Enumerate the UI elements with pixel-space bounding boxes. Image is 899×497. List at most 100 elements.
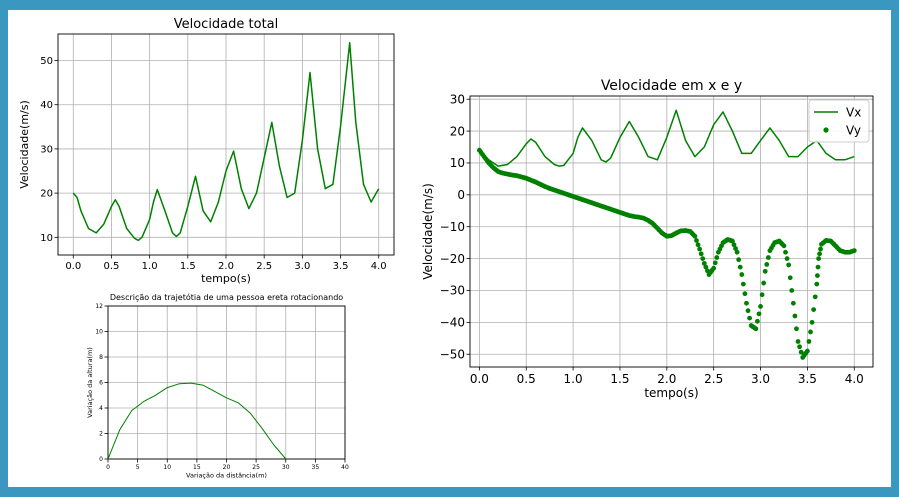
vy-point: [731, 242, 737, 248]
vy-point: [765, 255, 771, 260]
y-tick-label: 6: [99, 380, 103, 387]
vy-point: [698, 251, 704, 257]
vy-point: [804, 348, 810, 354]
axes-frame: [57, 33, 395, 256]
vy-point: [753, 326, 759, 332]
vy-point: [747, 315, 753, 321]
legend-label-vx: Vx: [846, 106, 861, 120]
x-axis-label: tempo(s): [201, 272, 251, 285]
axes-frame: [107, 305, 346, 460]
vy-point: [737, 264, 743, 270]
vy-point: [740, 281, 746, 287]
chart-3: 0.0 0.5 1.0 1.5 2.0 2.5 3.0 3.5 4.0 30 20 10 0 −10 −20…: [421, 78, 874, 400]
vy-point: [789, 288, 795, 293]
legend-label-vy: Vy: [846, 124, 861, 138]
figure-canvas: 0.0 0.5 1.0 1.5 2.0 2.5 3.0 3.5 4.0 10 20 30 40 50 Vel…: [8, 10, 891, 487]
vy-point: [714, 255, 720, 260]
vy-point: [712, 260, 718, 266]
x-tick-label: 2.5: [704, 372, 723, 386]
x-tick-label: 2.5: [256, 261, 272, 272]
x-tick-label: 3.5: [798, 372, 817, 386]
vy-point: [792, 313, 798, 319]
vy-point: [744, 300, 749, 306]
y-axis-label: Velocidade(m/s): [18, 100, 31, 189]
chart-title: Velocidade em x e y: [601, 78, 742, 94]
vy-point: [761, 280, 767, 286]
y-tick-label: −20: [440, 252, 465, 266]
vy-point: [784, 256, 790, 261]
x-tick-label: 1.5: [610, 372, 629, 386]
y-tick-label: 10: [40, 233, 53, 244]
vy-point: [818, 246, 823, 252]
vy-point: [730, 238, 735, 244]
x-tick-label: 0.5: [517, 372, 536, 386]
x-tick-label: 10: [163, 464, 171, 471]
chart-2: 0 5 10 15 20 25 30 35 40 0 2 4 6 8 10 12 Descrição da tr…: [86, 292, 349, 480]
chart-title: Velocidade total: [174, 17, 279, 32]
x-tick-label: 0.0: [65, 261, 81, 272]
y-tick-label: 12: [95, 303, 103, 310]
x-tick-label: 1.0: [142, 261, 158, 272]
chart-1: 0.0 0.5 1.0 1.5 2.0 2.5 3.0 3.5 4.0 10 20 30 40 50 Vel…: [18, 17, 395, 285]
y-axis-label: Velocidade(m/s): [421, 183, 435, 280]
vy-point: [798, 349, 804, 355]
y-tick-label: 20: [450, 124, 465, 138]
y-tick-label: 2: [99, 431, 103, 438]
y-tick-label: 0: [457, 188, 465, 202]
y-tick-label: 30: [450, 92, 465, 106]
y-tick-label: 8: [99, 354, 103, 361]
vy-point: [759, 292, 765, 298]
vy-point: [790, 300, 796, 306]
x-tick-label: 0.5: [104, 261, 120, 272]
vy-point: [762, 268, 768, 274]
vy-point: [787, 275, 793, 281]
legend: Vx Vy: [808, 99, 870, 143]
y-tick-label: 20: [40, 189, 53, 200]
vy-point: [694, 238, 699, 243]
x-tick-label: 40: [341, 464, 349, 471]
x-axis-label: Variação da distância(m): [186, 472, 267, 480]
figure-svg: 0.0 0.5 1.0 1.5 2.0 2.5 3.0 3.5 4.01020304050Vel…: [18, 17, 874, 480]
x-tick-label: 1.0: [564, 372, 583, 386]
vy-point: [794, 326, 799, 332]
x-tick-label: 15: [193, 464, 201, 471]
y-tick-label: 4: [99, 405, 103, 412]
vy-point: [701, 260, 707, 266]
vy-point: [764, 262, 770, 267]
series-line: [72, 42, 380, 242]
x-tick-label: 3.0: [751, 372, 770, 386]
vy-point: [797, 344, 802, 350]
y-tick-label: 30: [40, 144, 53, 155]
x-tick-label: 2.0: [218, 261, 234, 272]
vy-point: [795, 339, 801, 344]
vy-point: [812, 294, 818, 300]
y-tick-label: −30: [440, 284, 465, 298]
vy-point: [745, 308, 751, 314]
chart-title: Descrição da trajetótia de uma pessoa er…: [110, 292, 343, 302]
vy-point: [742, 291, 748, 297]
vy-point: [786, 262, 792, 268]
x-tick-label: 4.0: [845, 372, 864, 386]
series-vx: [478, 109, 855, 167]
vy-point: [758, 304, 763, 309]
y-tick-label: 0: [99, 456, 103, 463]
vy-point: [756, 311, 762, 317]
vy-point: [711, 265, 717, 271]
x-tick-label: 5: [136, 464, 140, 471]
x-tick-label: 35: [312, 464, 320, 471]
vy-point: [783, 249, 788, 255]
x-tick-label: 0.0: [470, 372, 489, 386]
axes-frame: [469, 95, 874, 368]
series-line: [108, 382, 287, 459]
vy-point: [695, 242, 701, 248]
x-tick-label: 4.0: [371, 261, 387, 272]
vy-point: [733, 246, 738, 251]
vy-point: [692, 233, 698, 239]
y-tick-label: −50: [440, 347, 465, 361]
x-tick-label: 3.0: [294, 261, 310, 272]
y-tick-label: 50: [40, 56, 53, 67]
vy-point: [809, 319, 815, 325]
vy-point: [734, 249, 740, 255]
vy-point: [697, 246, 703, 252]
y-tick-label: −40: [440, 316, 465, 330]
